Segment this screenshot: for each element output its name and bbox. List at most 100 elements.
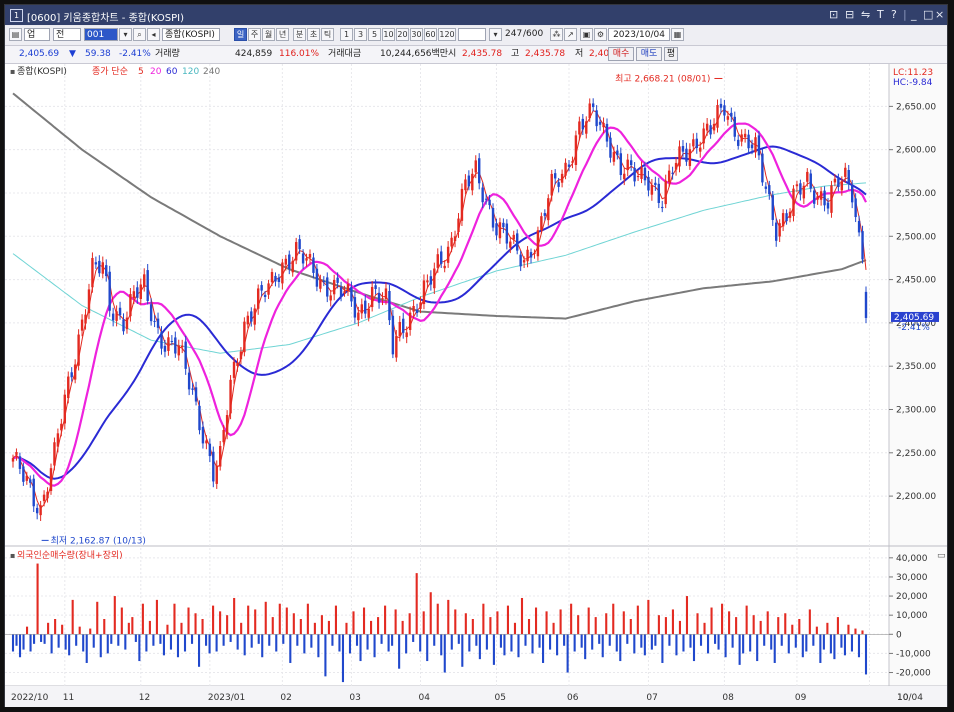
net-buy-bar	[559, 609, 562, 635]
candle	[91, 252, 94, 293]
candle	[574, 130, 578, 171]
candle-body	[346, 284, 350, 292]
net-buy-bar	[229, 634, 232, 642]
interval-20-button[interactable]: 20	[396, 28, 409, 41]
font-icon[interactable]: T	[877, 8, 884, 21]
candle-body	[567, 164, 571, 167]
interval-30-button[interactable]: 30	[410, 28, 423, 41]
date-input[interactable]: 2023/10/04	[608, 28, 670, 41]
candle-body	[250, 311, 253, 322]
series-ma20-line	[12, 122, 867, 487]
net-buy-bar	[861, 630, 864, 635]
candle	[861, 225, 864, 264]
buy-button[interactable]: 매수	[608, 47, 634, 61]
sub-chart-title: ▪ 외국인순매수량(장내+장외)	[10, 549, 123, 561]
window-split-icon[interactable]: ⊟	[845, 8, 855, 21]
candle-body	[205, 440, 208, 444]
gear-icon[interactable]: ⚙	[594, 28, 607, 41]
prev-next-icon[interactable]: ◂	[147, 28, 160, 41]
net-buy-bar	[278, 603, 281, 635]
extra-button[interactable]: 평	[664, 47, 678, 61]
period-month-button[interactable]: 월	[262, 28, 275, 41]
indicator-icon[interactable]: ⁂	[550, 28, 563, 41]
legend-ma120: 120	[182, 67, 199, 77]
candle-body	[705, 123, 709, 131]
window-number: 1	[10, 9, 23, 22]
help-icon[interactable]: ?	[891, 8, 897, 21]
net-buy-bar	[85, 634, 88, 663]
net-buy-bar	[254, 609, 257, 635]
series-ma240-line	[12, 92, 867, 320]
min-label: 최저 2,162.87 (10/13)	[51, 535, 146, 546]
candle-body	[502, 222, 505, 228]
candle-body	[619, 153, 623, 176]
candle	[488, 194, 491, 210]
candle-body	[446, 246, 450, 263]
period-second-button[interactable]: 초	[307, 28, 320, 41]
code-input[interactable]: 001	[84, 28, 118, 41]
maximize-icon[interactable]: □	[923, 8, 934, 21]
interval-60-button[interactable]: 60	[424, 28, 437, 41]
net-buy-bar	[549, 634, 552, 650]
sub-panel-max-icon[interactable]: ▭	[937, 551, 946, 561]
candle-body	[184, 341, 187, 369]
candle-body	[847, 169, 850, 184]
net-buy-bar	[703, 622, 706, 635]
period-year-button[interactable]: 년	[276, 28, 289, 41]
net-buy-bar	[11, 634, 15, 652]
period-week-button[interactable]: 주	[248, 28, 261, 41]
candle	[453, 230, 457, 248]
net-buy-bar	[721, 603, 724, 635]
candle-body	[374, 285, 377, 289]
link-icon[interactable]: ⇋	[861, 8, 871, 21]
net-buy-bar	[506, 605, 509, 635]
layout-icon[interactable]: ▤	[9, 28, 22, 41]
candle-body	[864, 291, 868, 318]
candle	[764, 182, 768, 194]
period-tick-button[interactable]: 틱	[321, 28, 334, 41]
net-buy-bar	[517, 634, 520, 658]
interval-3-button[interactable]: 3	[354, 28, 367, 41]
search-icon[interactable]: ⌕	[133, 28, 146, 41]
trend-icon[interactable]: ↗	[564, 28, 577, 41]
interval-1-button[interactable]: 1	[340, 28, 353, 41]
legend-ma-type: 종가 단순	[92, 66, 128, 77]
candle-body	[761, 153, 764, 183]
minimize-icon[interactable]: _	[911, 8, 917, 21]
x-tick-label: 09	[795, 693, 807, 703]
market-select[interactable]: 전	[53, 28, 81, 41]
interval-10-button[interactable]: 10	[382, 28, 395, 41]
candle	[80, 314, 84, 337]
sell-button[interactable]: 매도	[636, 47, 662, 61]
screen-icon[interactable]: ⊡	[829, 8, 839, 21]
net-buy-bar	[359, 634, 362, 662]
candle-body	[105, 265, 108, 277]
candle-body	[73, 364, 77, 380]
net-buy-bar	[134, 634, 137, 642]
candle	[605, 118, 609, 148]
count-dropdown-icon[interactable]: ▾	[489, 28, 502, 41]
candle-body	[509, 241, 512, 248]
period-day-button[interactable]: 일	[234, 28, 247, 41]
interval-120-button[interactable]: 120	[438, 28, 456, 41]
net-buy-bar	[654, 634, 657, 646]
candle	[388, 284, 391, 325]
net-buy-bar	[689, 634, 692, 648]
type-select[interactable]: 업	[24, 28, 50, 41]
candle-body	[11, 458, 15, 462]
net-buy-bar	[499, 634, 502, 648]
x-tick-label: 07	[646, 693, 657, 703]
net-buy-bar	[808, 609, 811, 635]
save-icon[interactable]: ▣	[580, 28, 593, 41]
net-buy-bar	[619, 634, 622, 662]
interval-input[interactable]	[458, 28, 486, 41]
close-icon[interactable]: ×	[935, 8, 945, 21]
code-dropdown-icon[interactable]: ▾	[119, 28, 132, 41]
calendar-icon[interactable]: ▦	[671, 28, 684, 41]
candle	[588, 98, 591, 122]
period-minute-button[interactable]: 분	[293, 28, 306, 41]
candle	[426, 274, 429, 289]
net-buy-bar	[692, 634, 696, 662]
candle-body	[788, 211, 792, 218]
interval-5-button[interactable]: 5	[368, 28, 381, 41]
